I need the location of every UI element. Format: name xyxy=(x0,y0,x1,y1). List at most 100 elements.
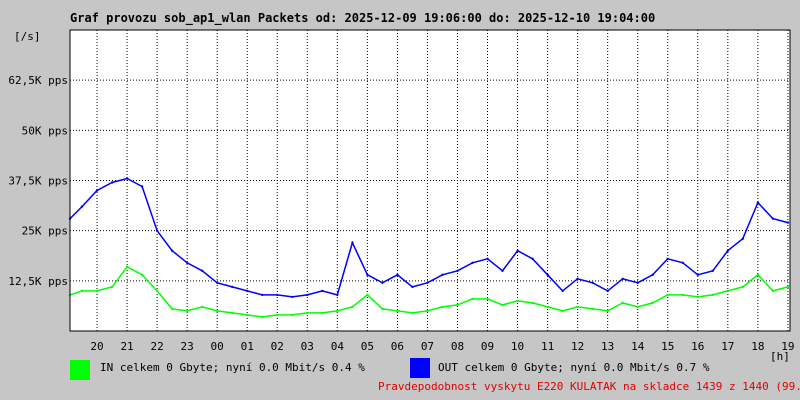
series-out-point xyxy=(771,217,775,220)
x-tick-label: 23 xyxy=(181,340,194,353)
series-out-point xyxy=(591,281,594,284)
series-out-point xyxy=(351,241,354,244)
series-out-point xyxy=(366,273,369,276)
series-in-point xyxy=(651,301,654,305)
series-in-point xyxy=(756,273,760,276)
y-unit-label: [/s] xyxy=(14,30,41,43)
series-in-point xyxy=(621,301,624,305)
series-out-point xyxy=(756,201,760,204)
y-tick-label: 50K pps xyxy=(22,124,68,137)
x-tick-label: 17 xyxy=(721,340,734,353)
series-out-point xyxy=(471,261,474,264)
series-in-point xyxy=(170,307,174,311)
x-tick-label: 00 xyxy=(211,340,224,353)
series-out-point xyxy=(125,177,129,180)
series-out-point xyxy=(711,269,714,272)
x-tick-label: 03 xyxy=(301,340,314,353)
series-in-point xyxy=(576,305,579,309)
series-out-point xyxy=(726,249,729,252)
series-in-point xyxy=(606,309,609,313)
series-out-point xyxy=(185,261,189,264)
footer-note: Pravdepodobnost vyskytu E220 KULATAK na … xyxy=(378,380,800,393)
series-in-point xyxy=(396,309,399,313)
x-tick-label: 13 xyxy=(601,340,614,353)
series-in-point xyxy=(306,311,309,315)
series-in-point xyxy=(486,297,489,301)
grid xyxy=(70,30,790,331)
series-in-point xyxy=(246,313,249,317)
x-tick-label: 04 xyxy=(331,340,345,353)
series-in-point xyxy=(366,293,369,297)
series-out-point xyxy=(170,249,174,252)
series-in-point xyxy=(441,305,444,309)
series-out-point xyxy=(411,285,414,289)
x-tick-label: 20 xyxy=(90,340,103,353)
series-in-point xyxy=(80,289,84,293)
x-tick-label: 11 xyxy=(541,340,554,353)
legend-out-swatch xyxy=(410,358,430,378)
series-out-point xyxy=(546,273,549,276)
series-in-point xyxy=(125,265,129,268)
series-out-point xyxy=(786,221,790,224)
series-in-point xyxy=(351,305,354,309)
series-out-point xyxy=(246,289,249,293)
series-out-point xyxy=(110,181,114,184)
series-out-point xyxy=(231,285,234,289)
series-out-point xyxy=(441,273,444,276)
series-out-point xyxy=(561,289,564,293)
series-in-point xyxy=(291,313,294,317)
x-tick-label: 22 xyxy=(150,340,163,353)
y-tick-label: 12,5K pps xyxy=(8,275,68,288)
chart-title: Graf provozu sob_ap1_wlan Packets od: 20… xyxy=(70,11,656,25)
x-tick-label: 05 xyxy=(361,340,374,353)
series-in-point xyxy=(666,293,669,297)
series-in-point xyxy=(95,289,99,293)
series-out-point xyxy=(501,269,504,272)
series-in-point xyxy=(636,305,639,309)
series-out-point xyxy=(636,281,639,284)
series-out-point xyxy=(201,269,204,272)
series-out-point xyxy=(291,295,294,299)
series-out-point xyxy=(696,273,699,276)
x-tick-label: 15 xyxy=(661,340,674,353)
series-in-point xyxy=(140,273,144,276)
x-tick-label: 01 xyxy=(241,340,254,353)
series-out-point xyxy=(486,257,489,260)
x-tick-label: 10 xyxy=(511,340,524,353)
series-in-point xyxy=(276,313,279,317)
series-in-point xyxy=(185,309,189,313)
series-out-point xyxy=(80,205,84,208)
x-tick-label: 18 xyxy=(751,340,764,353)
series-out-point xyxy=(336,293,339,297)
series-in-point xyxy=(456,303,459,307)
series-out-point xyxy=(681,261,684,264)
series-out-point xyxy=(140,185,144,188)
legend-out-text: OUT celkem 0 Gbyte; nyní 0.0 Mbit/s 0.7 … xyxy=(438,361,710,374)
series-out-point xyxy=(155,229,159,232)
series-in-point xyxy=(786,285,790,289)
series-layer xyxy=(68,177,790,319)
x-tick-label: 12 xyxy=(571,340,584,353)
series-in-point xyxy=(426,309,429,313)
series-in-point xyxy=(741,285,744,289)
series-out-point xyxy=(426,281,429,284)
series-in-point xyxy=(216,309,219,313)
series-in-point xyxy=(561,309,564,313)
series-in-point xyxy=(201,305,204,309)
series-in-point xyxy=(471,297,474,301)
series-out-point xyxy=(621,277,624,280)
series-out-point xyxy=(216,281,219,284)
series-in-point xyxy=(531,301,534,305)
x-tick-label: 09 xyxy=(481,340,494,353)
x-tick-label: 08 xyxy=(451,340,464,353)
series-in-point xyxy=(501,303,504,307)
series-in-point xyxy=(231,311,234,315)
x-unit-label: [h] xyxy=(770,350,790,363)
series-in-point xyxy=(110,285,114,289)
series-out-point xyxy=(576,277,579,280)
series-out-point xyxy=(396,273,399,276)
x-tick-labels: 20 21 22 23 00 01 02 03 04 05 06 07 08 09 10 11 12 13 14 15… xyxy=(90,340,794,353)
series-in-point xyxy=(546,305,549,309)
series-out-point xyxy=(321,289,324,293)
x-tick-label: 07 xyxy=(421,340,434,353)
